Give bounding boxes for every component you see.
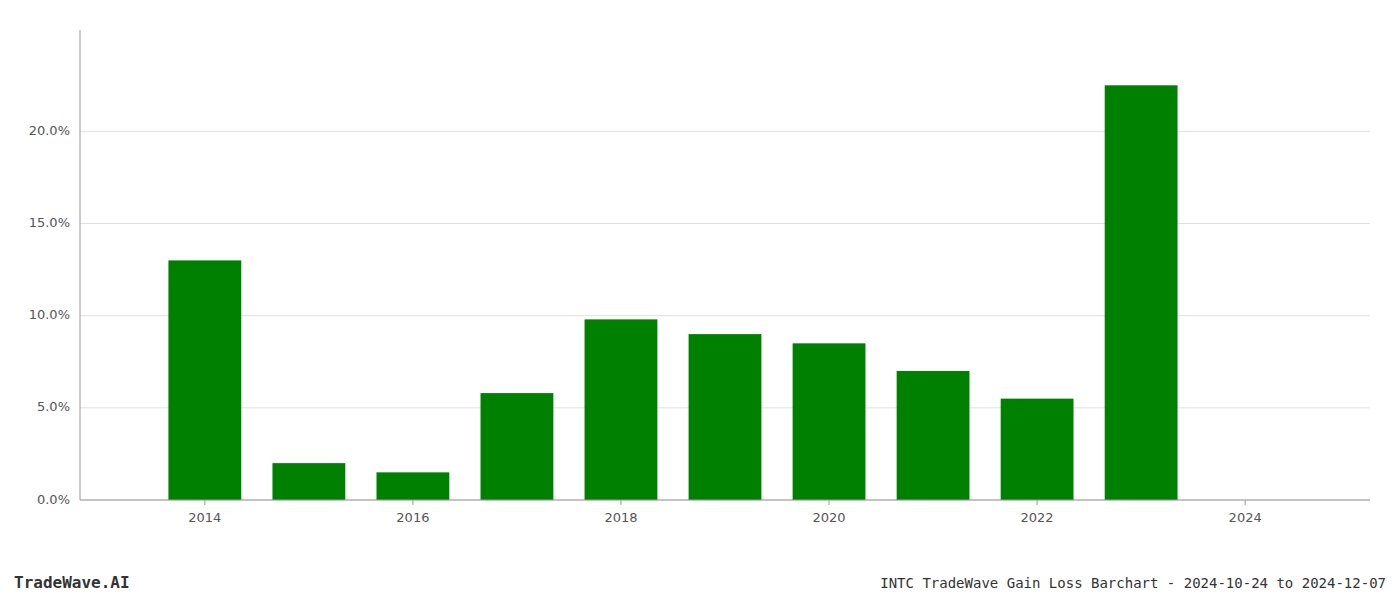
grid-line [80, 500, 1370, 501]
bar [168, 260, 241, 500]
y-tick-label: 10.0% [29, 307, 70, 322]
background [0, 0, 1400, 600]
y-tick-label: 15.0% [29, 215, 70, 230]
bar [1001, 399, 1074, 500]
x-axis-line [80, 500, 1370, 501]
x-tick-label: 2016 [396, 510, 429, 525]
x-tick-label: 2020 [812, 510, 845, 525]
x-tick [1245, 500, 1246, 505]
x-tick [204, 500, 205, 505]
y-tick-label: 5.0% [37, 399, 70, 414]
y-axis-line [80, 30, 81, 500]
bar [689, 334, 762, 500]
title: INTC TradeWave Gain Loss Barchart - 2024… [880, 575, 1386, 591]
bar [481, 393, 554, 500]
x-ticks: 2014 2016 2018 2020 2022 2024 [188, 500, 1261, 525]
bars [168, 85, 1177, 500]
y-tick-label: 0.0% [37, 492, 70, 507]
bar [793, 343, 866, 500]
y-tick-labels: 0.0% 5.0% 10.0% 15.0% 20.0% [29, 123, 70, 507]
bar [1105, 85, 1178, 500]
x-tick-label: 2014 [188, 510, 221, 525]
x-tick-label: 2018 [604, 510, 637, 525]
x-tick [1037, 500, 1038, 505]
y-tick-label: 20.0% [29, 123, 70, 138]
x-tick [829, 500, 830, 505]
bar [272, 463, 345, 500]
watermark: TradeWave.AI [14, 573, 130, 592]
bar [585, 319, 658, 500]
bar [376, 472, 449, 500]
x-tick-label: 2024 [1229, 510, 1262, 525]
bar [897, 371, 970, 500]
x-tick-label: 2022 [1021, 510, 1054, 525]
x-tick [620, 500, 621, 505]
x-tick [412, 500, 413, 505]
chart: 0.0%5.0%10.0%15.0%20.0%20142016201820202… [0, 0, 1400, 600]
